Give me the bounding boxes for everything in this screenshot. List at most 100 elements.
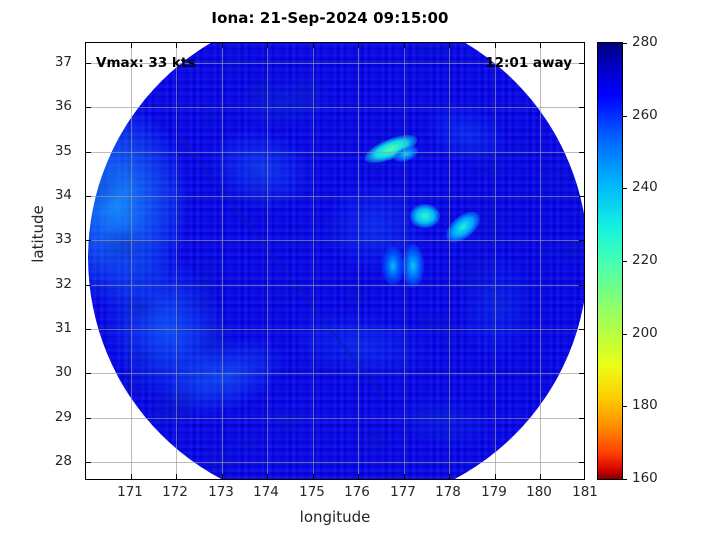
xtick xyxy=(267,474,268,479)
ytick xyxy=(86,373,91,374)
ytick xyxy=(86,196,91,197)
colorbar-label: 200 xyxy=(632,325,658,341)
gridline-x xyxy=(267,43,268,479)
gridline-y xyxy=(86,196,584,197)
ytick-right xyxy=(579,196,584,197)
xtick-top xyxy=(404,43,405,48)
swath-limb-cyan-west xyxy=(88,43,584,479)
ytick-label: 31 xyxy=(38,320,72,336)
vmax-annotation: Vmax: 33 kts xyxy=(96,55,195,71)
xtick-top xyxy=(540,43,541,48)
colorbar-label: 160 xyxy=(632,470,658,486)
colorbar-label: 260 xyxy=(632,107,658,123)
xtick-label: 171 xyxy=(110,484,150,500)
xtick-label: 172 xyxy=(155,484,195,500)
xtick-top xyxy=(222,43,223,48)
xtick xyxy=(540,474,541,479)
swath-mottle xyxy=(550,86,584,122)
colorbar-label: 240 xyxy=(632,179,658,195)
xtick-label: 179 xyxy=(474,484,514,500)
ytick-label: 28 xyxy=(38,453,72,469)
xtick-top xyxy=(267,43,268,48)
gridline-x xyxy=(313,43,314,479)
satellite-imagery-page: Iona: 21-Sep-2024 09:15:00 xyxy=(0,0,720,540)
xtick-top xyxy=(358,43,359,48)
gridline-x xyxy=(222,43,223,479)
ytick xyxy=(86,285,91,286)
ytick xyxy=(86,329,91,330)
swath-mottle xyxy=(88,456,98,474)
gridline-y xyxy=(86,373,584,374)
ytick-label: 35 xyxy=(38,143,72,159)
swath-mottle xyxy=(506,428,563,479)
ytick-right xyxy=(579,107,584,108)
colorbar-label: 220 xyxy=(632,252,658,268)
ytick xyxy=(86,152,91,153)
ytick-right xyxy=(579,285,584,286)
gridline-x xyxy=(176,43,177,479)
colorbar-tick xyxy=(622,43,627,44)
xtick xyxy=(358,474,359,479)
cimss-logo: CIMSS xyxy=(564,456,584,479)
ytick-label: 30 xyxy=(38,364,72,380)
xtick-label: 177 xyxy=(383,484,423,500)
xtick-label: 180 xyxy=(519,484,559,500)
gridline-x xyxy=(358,43,359,479)
ytick xyxy=(86,63,91,64)
plot-area[interactable]: CIMSS Vmax: 33 kts 12:01 away xyxy=(85,42,585,480)
xtick xyxy=(449,474,450,479)
xtick-label: 181 xyxy=(565,484,605,500)
time-away-annotation: 12:01 away xyxy=(485,55,572,71)
gridline-y xyxy=(86,329,584,330)
gridline-x xyxy=(495,43,496,479)
xtick-top xyxy=(449,43,450,48)
gridline-y xyxy=(86,152,584,153)
gridline-y xyxy=(86,107,584,108)
page-title: Iona: 21-Sep-2024 09:15:00 xyxy=(0,9,660,27)
xtick-top xyxy=(495,43,496,48)
colorbar-tick xyxy=(622,479,627,480)
colorbar[interactable] xyxy=(597,42,623,480)
ytick-label: 29 xyxy=(38,409,72,425)
gridline-x xyxy=(131,43,132,479)
gridline-x xyxy=(404,43,405,479)
xtick-label: 175 xyxy=(292,484,332,500)
colorbar-tick xyxy=(622,406,627,407)
colorbar-tick xyxy=(622,188,627,189)
xtick-label: 178 xyxy=(428,484,468,500)
xtick-top xyxy=(313,43,314,48)
ytick xyxy=(86,418,91,419)
ytick-right xyxy=(579,240,584,241)
y-axis-title: latitude xyxy=(29,174,47,294)
ytick-label: 36 xyxy=(38,98,72,114)
colorbar-tick xyxy=(622,116,627,117)
colorbar-label: 280 xyxy=(632,34,658,50)
xtick xyxy=(313,474,314,479)
xtick-label: 176 xyxy=(337,484,377,500)
colorbar-gradient xyxy=(598,43,622,479)
colorbar-tick xyxy=(622,334,627,335)
ytick-right xyxy=(579,329,584,330)
gridline-y xyxy=(86,462,584,463)
xtick-label: 173 xyxy=(201,484,241,500)
gridline-y xyxy=(86,418,584,419)
xtick xyxy=(222,474,223,479)
gridline-x xyxy=(540,43,541,479)
xtick xyxy=(404,474,405,479)
colorbar-tick xyxy=(622,261,627,262)
microwave-swath-disc xyxy=(88,43,584,479)
x-axis-title: longitude xyxy=(85,508,585,526)
ytick xyxy=(86,462,91,463)
ytick xyxy=(86,240,91,241)
xtick-top xyxy=(131,43,132,48)
xtick xyxy=(495,474,496,479)
xtick xyxy=(131,474,132,479)
gridline-y xyxy=(86,285,584,286)
ytick-right xyxy=(579,63,584,64)
gridline-y xyxy=(86,240,584,241)
ytick-right xyxy=(579,152,584,153)
colorbar-label: 180 xyxy=(632,397,658,413)
gridline-x xyxy=(449,43,450,479)
xtick xyxy=(176,474,177,479)
ytick xyxy=(86,107,91,108)
